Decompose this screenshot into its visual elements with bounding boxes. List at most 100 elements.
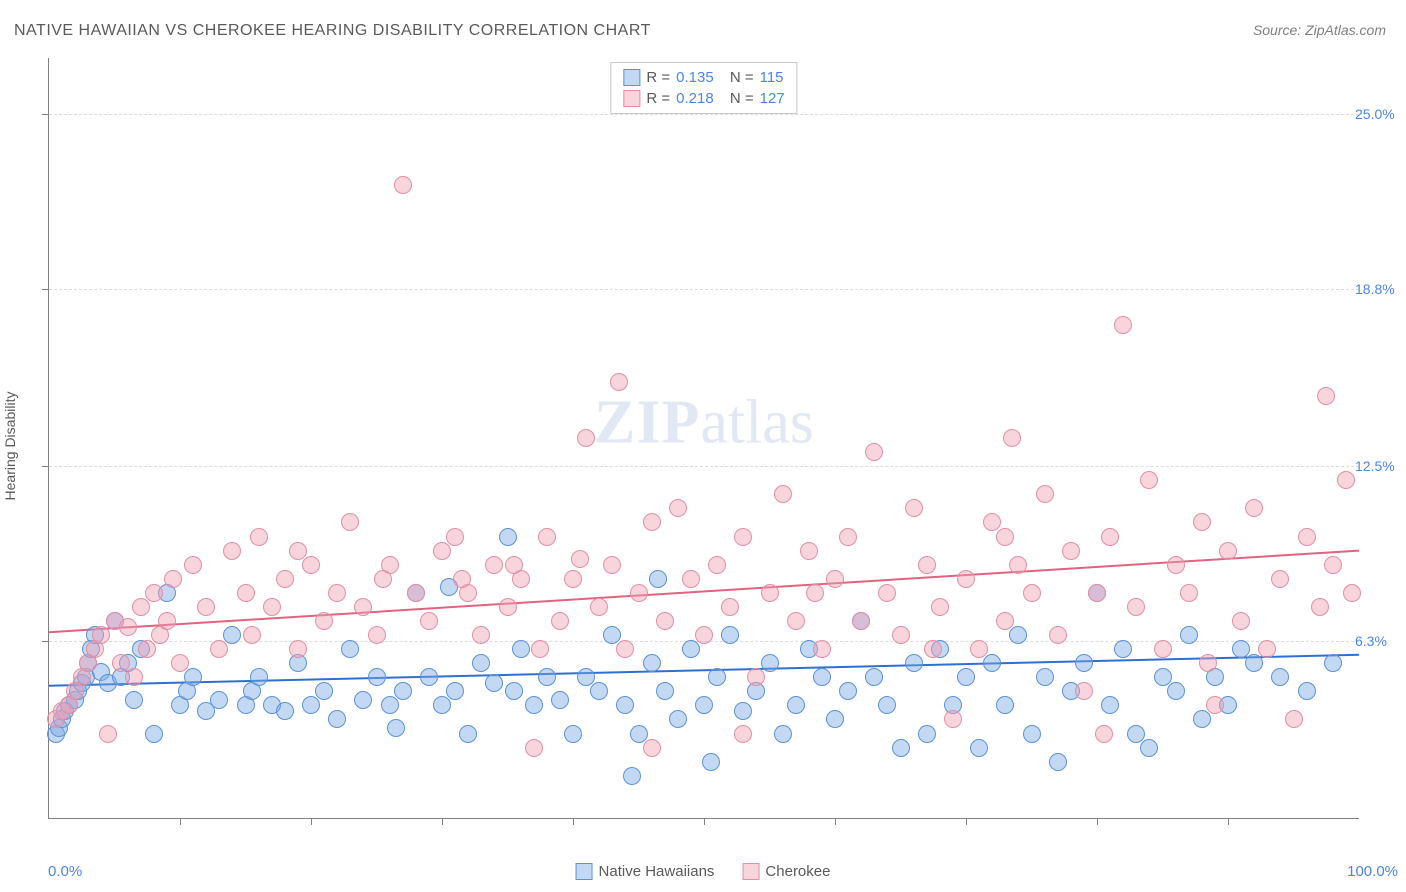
y-tick bbox=[42, 289, 49, 290]
data-point-series-0 bbox=[250, 668, 268, 686]
data-point-series-1 bbox=[99, 725, 117, 743]
data-point-series-1 bbox=[1088, 584, 1106, 602]
data-point-series-0 bbox=[1324, 654, 1342, 672]
data-point-series-0 bbox=[643, 654, 661, 672]
data-point-series-1 bbox=[171, 654, 189, 672]
swatch-series-1 bbox=[623, 90, 640, 107]
data-point-series-1 bbox=[551, 612, 569, 630]
data-point-series-1 bbox=[800, 542, 818, 560]
data-point-series-1 bbox=[223, 542, 241, 560]
data-point-series-0 bbox=[983, 654, 1001, 672]
legend-item-1: Cherokee bbox=[742, 863, 830, 880]
data-point-series-1 bbox=[184, 556, 202, 574]
data-point-series-1 bbox=[197, 598, 215, 616]
data-point-series-1 bbox=[1317, 387, 1335, 405]
stats-row-series-1: R = 0.218 N = 127 bbox=[619, 88, 788, 109]
data-point-series-1 bbox=[1193, 513, 1211, 531]
chart-title: NATIVE HAWAIIAN VS CHEROKEE HEARING DISA… bbox=[14, 22, 651, 40]
data-point-series-0 bbox=[387, 719, 405, 737]
watermark-atlas: atlas bbox=[700, 388, 814, 456]
data-point-series-0 bbox=[551, 691, 569, 709]
data-point-series-0 bbox=[446, 682, 464, 700]
data-point-series-0 bbox=[839, 682, 857, 700]
data-point-series-0 bbox=[918, 725, 936, 743]
data-point-series-0 bbox=[708, 668, 726, 686]
data-point-series-0 bbox=[381, 696, 399, 714]
data-point-series-1 bbox=[485, 556, 503, 574]
data-point-series-0 bbox=[996, 696, 1014, 714]
stats-legend: R = 0.135 N = 115 R = 0.218 N = 127 bbox=[610, 62, 797, 114]
data-point-series-1 bbox=[138, 640, 156, 658]
data-point-series-0 bbox=[1049, 753, 1067, 771]
data-point-series-1 bbox=[1062, 542, 1080, 560]
data-point-series-1 bbox=[564, 570, 582, 588]
data-point-series-1 bbox=[1003, 429, 1021, 447]
data-point-series-0 bbox=[1193, 710, 1211, 728]
data-point-series-1 bbox=[970, 640, 988, 658]
data-point-series-1 bbox=[905, 499, 923, 517]
data-point-series-0 bbox=[1245, 654, 1263, 672]
data-point-series-0 bbox=[1140, 739, 1158, 757]
data-point-series-1 bbox=[852, 612, 870, 630]
legend-label-1: Cherokee bbox=[765, 863, 830, 880]
data-point-series-1 bbox=[996, 528, 1014, 546]
source-attribution: Source: ZipAtlas.com bbox=[1253, 22, 1386, 38]
data-point-series-0 bbox=[538, 668, 556, 686]
data-point-series-0 bbox=[302, 696, 320, 714]
data-point-series-1 bbox=[158, 612, 176, 630]
data-point-series-0 bbox=[512, 640, 530, 658]
plot-area: ZIPatlas R = 0.135 N = 115 R = 0.218 N =… bbox=[48, 58, 1359, 819]
data-point-series-0 bbox=[420, 668, 438, 686]
data-point-series-1 bbox=[630, 584, 648, 602]
data-point-series-1 bbox=[1167, 556, 1185, 574]
data-point-series-1 bbox=[420, 612, 438, 630]
data-point-series-1 bbox=[1219, 542, 1237, 560]
bottom-legend: Native Hawaiians Cherokee bbox=[576, 863, 831, 880]
y-tick-label: 25.0% bbox=[1355, 106, 1406, 122]
data-point-series-0 bbox=[485, 674, 503, 692]
data-point-series-1 bbox=[813, 640, 831, 658]
r-value-1: 0.218 bbox=[676, 90, 714, 107]
data-point-series-0 bbox=[774, 725, 792, 743]
data-point-series-1 bbox=[839, 528, 857, 546]
data-point-series-0 bbox=[433, 696, 451, 714]
data-point-series-1 bbox=[616, 640, 634, 658]
data-point-series-1 bbox=[433, 542, 451, 560]
data-point-series-0 bbox=[616, 696, 634, 714]
data-point-series-1 bbox=[289, 640, 307, 658]
r-label: R = bbox=[646, 90, 670, 107]
legend-swatch-0 bbox=[576, 863, 593, 880]
data-point-series-0 bbox=[341, 640, 359, 658]
data-point-series-1 bbox=[610, 373, 628, 391]
watermark-zip: ZIP bbox=[594, 388, 700, 456]
data-point-series-0 bbox=[145, 725, 163, 743]
data-point-series-0 bbox=[590, 682, 608, 700]
data-point-series-1 bbox=[734, 725, 752, 743]
n-value-0: 115 bbox=[760, 69, 784, 86]
data-point-series-0 bbox=[525, 696, 543, 714]
data-point-series-1 bbox=[446, 528, 464, 546]
n-label: N = bbox=[730, 69, 754, 86]
data-point-series-0 bbox=[656, 682, 674, 700]
data-point-series-1 bbox=[603, 556, 621, 574]
data-point-series-1 bbox=[806, 584, 824, 602]
data-point-series-1 bbox=[1206, 696, 1224, 714]
y-tick-label: 12.5% bbox=[1355, 458, 1406, 474]
legend-item-0: Native Hawaiians bbox=[576, 863, 715, 880]
data-point-series-0 bbox=[813, 668, 831, 686]
data-point-series-0 bbox=[505, 682, 523, 700]
data-point-series-0 bbox=[623, 767, 641, 785]
x-tick bbox=[573, 818, 574, 825]
data-point-series-1 bbox=[1049, 626, 1067, 644]
data-point-series-1 bbox=[643, 739, 661, 757]
data-point-series-1 bbox=[243, 626, 261, 644]
data-point-series-1 bbox=[590, 598, 608, 616]
data-point-series-1 bbox=[1009, 556, 1027, 574]
data-point-series-1 bbox=[302, 556, 320, 574]
data-point-series-1 bbox=[1036, 485, 1054, 503]
data-point-series-0 bbox=[1180, 626, 1198, 644]
y-tick-label: 6.3% bbox=[1355, 633, 1406, 649]
data-point-series-0 bbox=[125, 691, 143, 709]
data-point-series-1 bbox=[643, 513, 661, 531]
x-tick bbox=[1228, 818, 1229, 825]
